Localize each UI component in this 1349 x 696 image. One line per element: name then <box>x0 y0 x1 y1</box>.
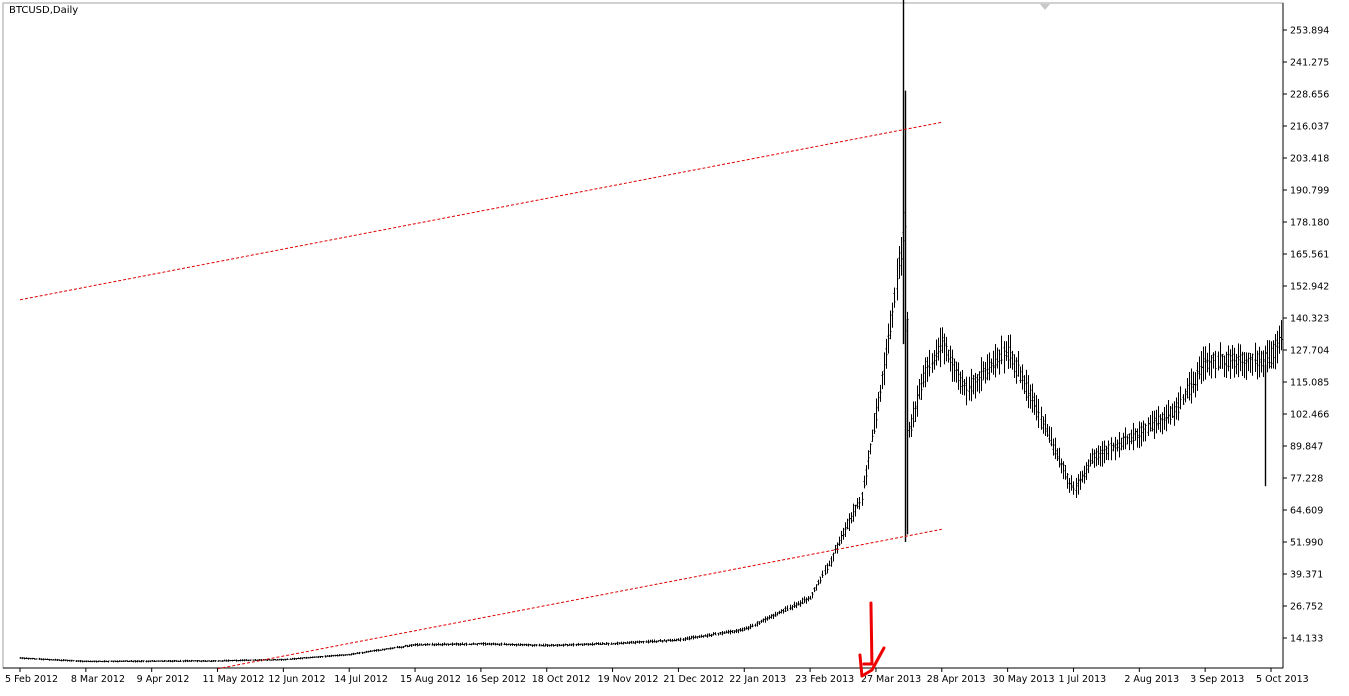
red-arrow-icon <box>858 601 886 678</box>
x-tick-label: 23 Feb 2013 <box>795 674 854 685</box>
arrow-head <box>858 646 886 678</box>
y-tick-label: 228.656 <box>1290 90 1329 101</box>
x-tick-label: 9 Apr 2012 <box>137 674 190 685</box>
channel-line-upper[interactable] <box>19 121 942 301</box>
x-tick-label: 3 Sep 2013 <box>1190 674 1244 685</box>
x-tick-label: 28 Apr 2013 <box>927 674 986 685</box>
chart-title: BTCUSD,Daily <box>9 5 79 16</box>
y-tick-label: 26.752 <box>1290 602 1323 613</box>
y-tick-label: 216.037 <box>1290 122 1329 133</box>
x-tick-label: 11 May 2012 <box>203 674 265 685</box>
y-tick-label: 89.847 <box>1290 442 1323 453</box>
x-tick-label: 21 Dec 2012 <box>663 674 724 685</box>
y-tick-label: 165.561 <box>1290 250 1329 261</box>
y-tick-label: 127.704 <box>1290 346 1329 357</box>
x-tick-label: 14 Jul 2012 <box>334 674 388 685</box>
annotation-arrow <box>858 601 886 678</box>
x-tick-label: 27 Mar 2013 <box>861 674 921 685</box>
arrow-shaft <box>862 601 874 666</box>
x-tick-label: 30 May 2013 <box>993 674 1055 685</box>
x-tick-label: 19 Nov 2012 <box>598 674 659 685</box>
x-tick-label: 18 Oct 2012 <box>532 674 591 685</box>
x-tick-label: 22 Jan 2013 <box>729 674 786 685</box>
y-tick-label: 152.942 <box>1290 282 1329 293</box>
chart-shift-marker-icon[interactable] <box>1040 4 1050 10</box>
y-tick-label: 102.466 <box>1290 410 1329 421</box>
x-tick-label: 15 Aug 2012 <box>400 674 461 685</box>
plot-area <box>2 2 1284 669</box>
x-tick-label: 2 Aug 2013 <box>1124 674 1179 685</box>
x-tick-label: 5 Feb 2012 <box>5 674 58 685</box>
y-tick-label: 64.609 <box>1290 506 1323 517</box>
y-tick-label: 77.228 <box>1290 474 1323 485</box>
channel-line-lower[interactable] <box>217 528 942 670</box>
y-tick-label: 178.180 <box>1290 218 1329 229</box>
y-axis-ticks: 253.894 241.275 228.656 216.037 203.418 190.7… <box>1283 26 1329 645</box>
x-tick-label: 5 Oct 2013 <box>1256 674 1309 685</box>
x-axis-ticks: 5 Feb 2012 8 Mar 2012 9 Apr 2012 11 May 201… <box>5 668 1309 685</box>
x-tick-label: 1 Jul 2013 <box>1058 674 1106 685</box>
y-tick-label: 253.894 <box>1290 26 1329 37</box>
x-tick-label: 16 Sep 2012 <box>466 674 526 685</box>
y-tick-label: 190.799 <box>1290 186 1329 197</box>
x-tick-label: 12 Jun 2012 <box>268 674 325 685</box>
y-tick-label: 115.085 <box>1290 378 1329 389</box>
ohlc-bars <box>19 0 1283 663</box>
channel-lines <box>19 121 942 670</box>
y-tick-label: 140.323 <box>1290 314 1329 325</box>
y-tick-label: 14.133 <box>1290 634 1323 645</box>
y-tick-label: 39.371 <box>1290 570 1323 581</box>
y-tick-label: 203.418 <box>1290 154 1329 165</box>
x-tick-label: 8 Mar 2012 <box>71 674 125 685</box>
y-tick-label: 241.275 <box>1290 58 1329 69</box>
y-tick-label: 51.990 <box>1290 538 1323 549</box>
